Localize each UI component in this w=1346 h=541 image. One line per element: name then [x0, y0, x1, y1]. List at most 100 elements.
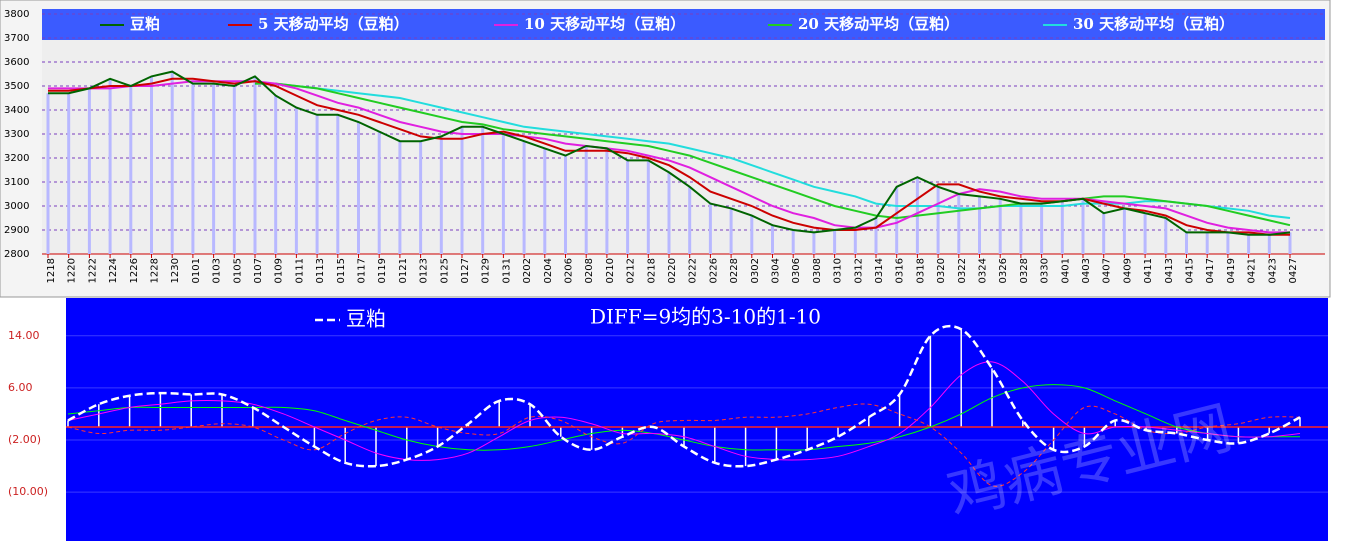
bar [729, 208, 733, 254]
x-tick-label: 0427 [1288, 258, 1299, 283]
x-tick-label: 0326 [998, 258, 1009, 283]
x-tick-label: 0212 [626, 258, 637, 283]
series-line [67, 403, 1301, 487]
x-tick-label: 0117 [357, 258, 368, 283]
x-tick-label: 0131 [501, 258, 512, 283]
bar [46, 93, 50, 254]
x-tick-label: 0322 [957, 258, 968, 283]
bar [1247, 234, 1251, 254]
bar [253, 76, 257, 255]
bar [439, 136, 443, 254]
bar [1143, 213, 1147, 254]
x-tick-label: 0119 [377, 258, 388, 283]
x-tick-label: 0204 [543, 258, 554, 283]
bar [460, 126, 464, 254]
bar [481, 126, 485, 254]
x-tick-label: 0310 [833, 258, 844, 283]
x-tick-label: 0123 [419, 258, 430, 283]
bar [812, 232, 816, 254]
y-tick-label: (2.00) [8, 433, 41, 446]
x-tick-label: 0421 [1247, 258, 1258, 283]
x-tick-label: 1224 [108, 258, 119, 283]
x-tick-label: 0401 [1060, 258, 1071, 283]
x-tick-label: 0121 [398, 258, 409, 283]
x-tick-label: 0105 [232, 258, 243, 283]
y-tick-label: 2800 [4, 249, 29, 260]
x-tick-label: 0417 [1205, 258, 1216, 283]
y-tick-label: 3800 [4, 9, 29, 20]
x-tick-label: 1222 [87, 258, 98, 283]
y-tick-label: 3100 [4, 177, 29, 188]
bar [1267, 234, 1271, 254]
y-tick-label: 3700 [4, 33, 29, 44]
x-tick-label: 0403 [1081, 258, 1092, 283]
bar [170, 71, 174, 254]
bar [398, 141, 402, 254]
series-line [48, 70, 1291, 236]
x-tick-label: 0302 [750, 258, 761, 283]
x-tick-label: 1218 [46, 258, 57, 283]
x-tick-label: 0228 [729, 258, 740, 283]
bar [1185, 232, 1188, 254]
bar [419, 141, 423, 254]
x-tick-label: 0129 [481, 258, 492, 283]
x-tick-label: 0109 [274, 258, 285, 283]
x-tick-label: 0101 [191, 258, 202, 283]
x-tick-label: 0206 [564, 258, 575, 283]
bar [626, 160, 630, 254]
bar [791, 230, 795, 254]
bar [874, 218, 878, 254]
legend-label: 30 天移动平均（豆粕） [1073, 15, 1234, 33]
bar [129, 86, 133, 254]
bar [750, 215, 754, 254]
bar [1102, 213, 1106, 254]
y-tick-label: 3600 [4, 57, 29, 68]
series-line [255, 82, 1291, 227]
bar [274, 95, 278, 254]
bar [564, 155, 567, 254]
bar [1288, 232, 1292, 254]
y-tick-label: 2900 [4, 225, 29, 236]
bar [1205, 232, 1209, 254]
bar [1164, 218, 1168, 254]
bar [543, 148, 547, 254]
x-tick-label: 0220 [667, 258, 678, 283]
x-tick-label: 0407 [1102, 258, 1113, 283]
x-tick-label: 1226 [129, 258, 140, 283]
x-tick-label: 0218 [646, 258, 657, 283]
bar [357, 122, 360, 254]
x-tick-label: 0419 [1226, 258, 1237, 283]
bar [605, 148, 609, 254]
x-tick-label: 0314 [874, 258, 885, 283]
x-tick-label: 0324 [978, 258, 989, 283]
x-tick-label: 0306 [791, 258, 802, 283]
bar [67, 93, 71, 254]
bar [978, 196, 981, 254]
bar [667, 172, 671, 254]
x-tick-label: 0222 [688, 258, 699, 283]
bar [191, 83, 195, 254]
bar [833, 230, 837, 254]
y-tick-label: 6.00 [8, 381, 33, 394]
x-tick-label: 0208 [584, 258, 595, 283]
bar [584, 146, 588, 254]
bar [1226, 232, 1230, 254]
bar [1060, 201, 1064, 254]
x-tick-label: 0316 [895, 258, 906, 283]
bar [708, 203, 712, 254]
bar [150, 76, 153, 255]
bar [377, 131, 381, 254]
x-tick-label: 0210 [605, 258, 616, 283]
legend-label: 20 天移动平均（豆粕） [798, 15, 959, 33]
x-tick-label: 0415 [1185, 258, 1196, 283]
bar [646, 160, 650, 254]
x-tick-label: 0308 [812, 258, 823, 283]
x-tick-label: 1230 [170, 258, 181, 283]
y-tick-label: 14.00 [8, 329, 40, 342]
x-tick-label: 0330 [1040, 258, 1051, 283]
y-tick-label: (10.00) [8, 485, 48, 498]
bar [1040, 203, 1044, 254]
x-tick-label: 0115 [336, 258, 347, 283]
bar [1019, 203, 1023, 254]
